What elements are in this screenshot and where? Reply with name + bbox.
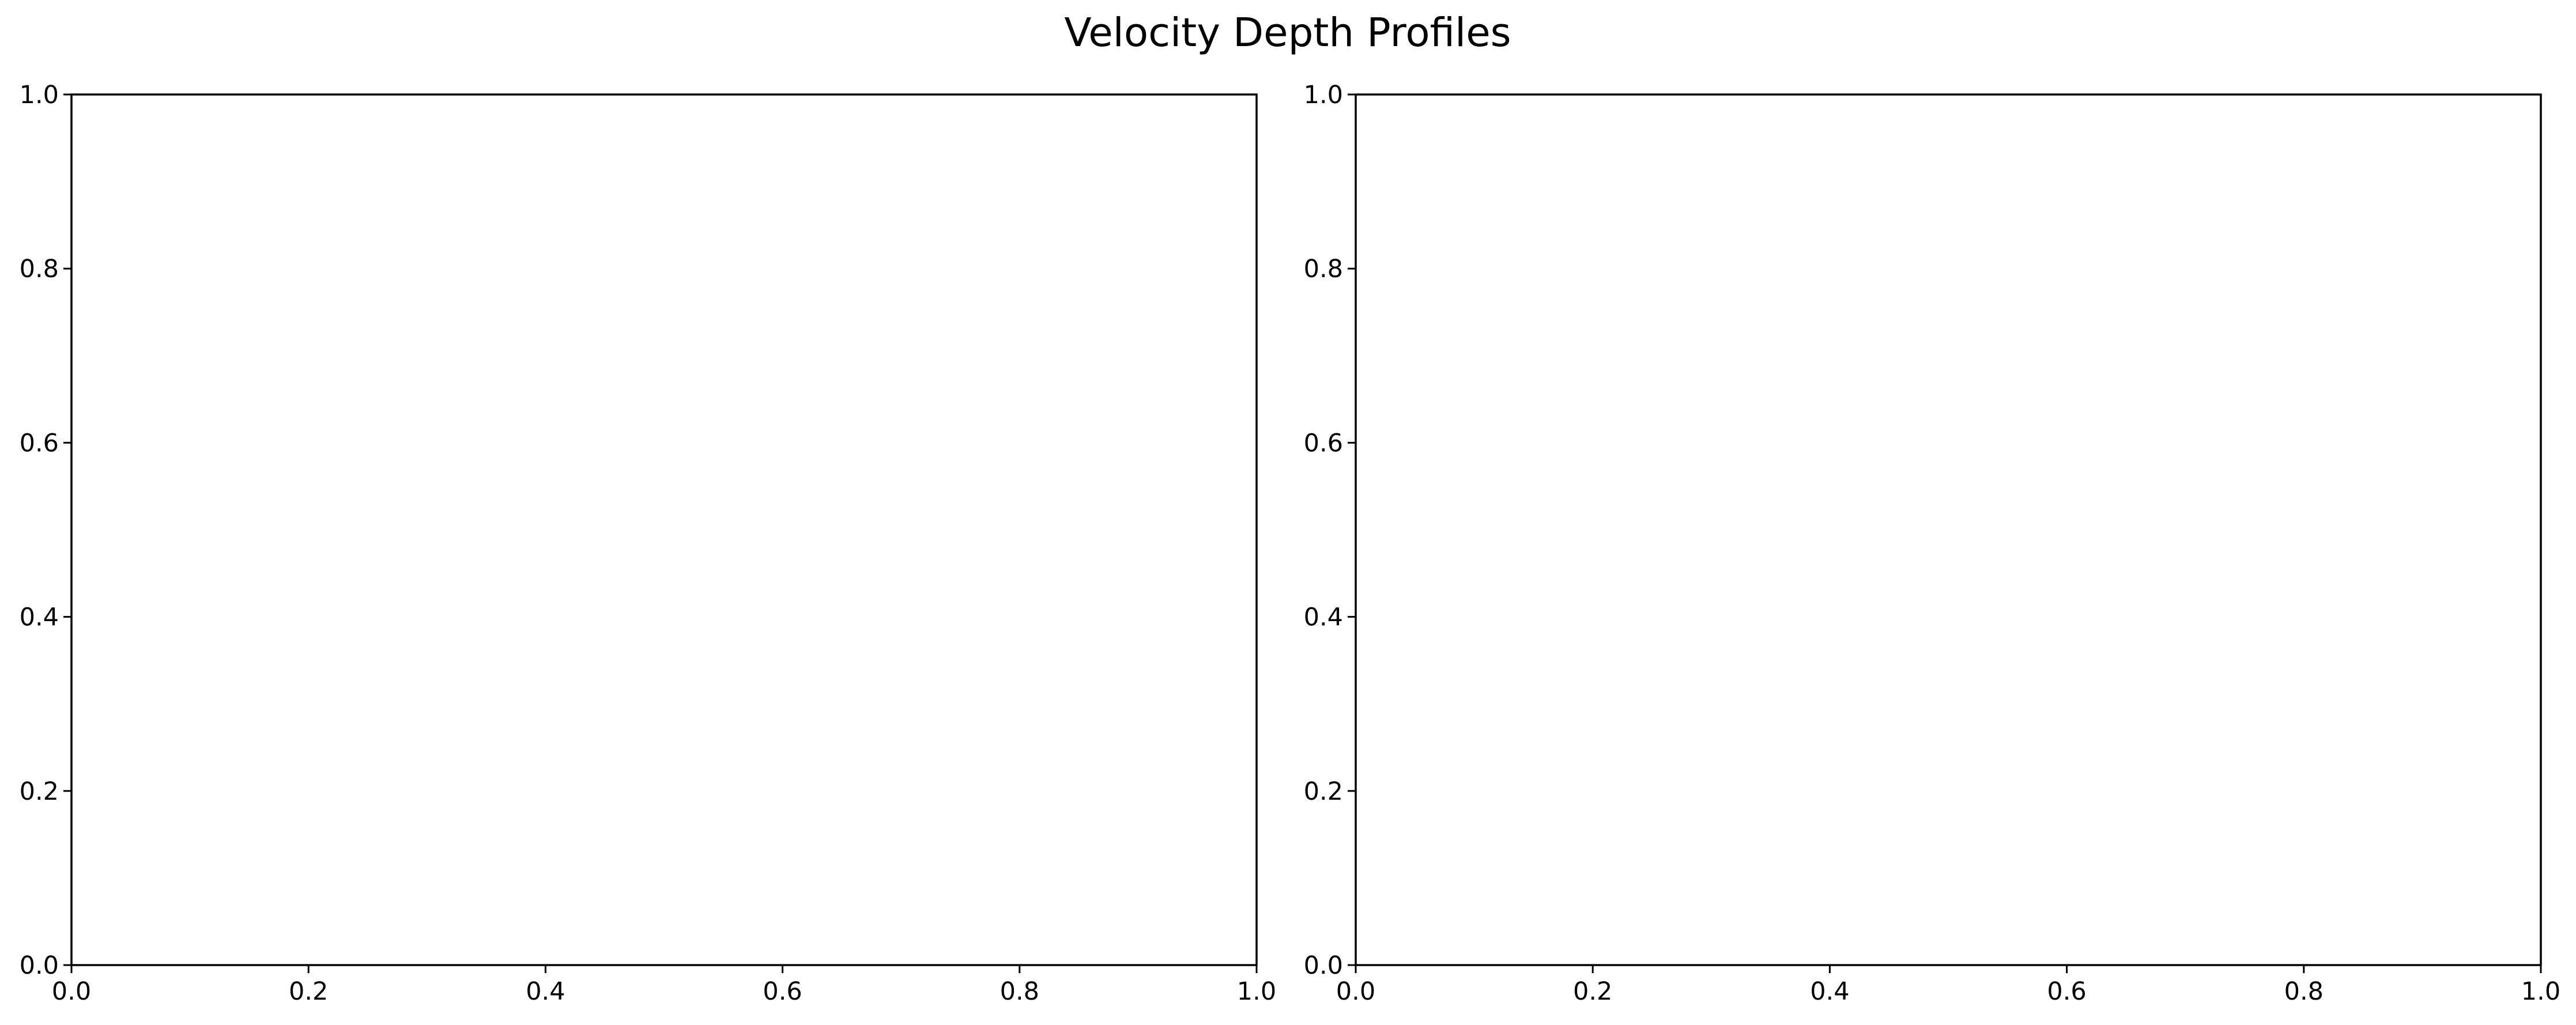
left-axes-frame bbox=[70, 93, 1258, 966]
right-y-tick-label: 0.4 bbox=[1304, 603, 1343, 632]
right-y-tick-label: 0.6 bbox=[1304, 429, 1343, 457]
left-y-tick-label: 0.0 bbox=[20, 951, 59, 980]
left-y-tick-label: 0.4 bbox=[20, 603, 59, 632]
left-x-tick-label: 1.0 bbox=[1237, 977, 1276, 1006]
left-x-tick-label: 0.4 bbox=[526, 977, 565, 1006]
left-x-tick-label: 0.2 bbox=[289, 977, 328, 1006]
right-y-tick-label: 0.0 bbox=[1304, 951, 1343, 980]
left-x-tick-label: 0.0 bbox=[52, 977, 91, 1006]
left-y-tick-label: 0.8 bbox=[20, 255, 59, 283]
right-y-tick-label: 0.8 bbox=[1304, 255, 1343, 283]
left-x-tick-label: 0.8 bbox=[1000, 977, 1039, 1006]
right-axes-frame bbox=[1355, 93, 2542, 966]
right-x-tick-label: 0.0 bbox=[1336, 977, 1375, 1006]
right-x-tick-label: 1.0 bbox=[2521, 977, 2560, 1006]
right-x-tick-label: 0.6 bbox=[2047, 977, 2086, 1006]
left-y-tick-label: 1.0 bbox=[20, 81, 59, 109]
left-axes-ticks: 0.0 0.2 0.4 0.6 0.8 1.0 0.0 0.2 0.4 0.6 0.8 1.0 bbox=[20, 81, 1277, 1006]
left-axes: 0.0 0.2 0.4 0.6 0.8 1.0 0.0 0.2 0.4 0.6 0.8 1.0 bbox=[20, 81, 1277, 1006]
right-x-tick-label: 0.8 bbox=[2284, 977, 2324, 1006]
figure-title: Velocity Depth Profiles bbox=[1064, 10, 1511, 56]
right-y-tick-label: 1.0 bbox=[1304, 81, 1343, 109]
right-y-tick-label: 0.2 bbox=[1304, 777, 1343, 806]
right-axes-ticks: 0.0 0.2 0.4 0.6 0.8 1.0 0.0 0.2 0.4 0.6 0.8 1.0 bbox=[1304, 81, 2561, 1006]
right-x-tick-label: 0.2 bbox=[1573, 977, 1612, 1006]
right-axes: 0.0 0.2 0.4 0.6 0.8 1.0 0.0 0.2 0.4 0.6 0.8 1.0 bbox=[1304, 81, 2561, 1006]
right-x-tick-label: 0.4 bbox=[1810, 977, 1849, 1006]
left-y-tick-label: 0.2 bbox=[20, 777, 59, 806]
left-x-tick-label: 0.6 bbox=[763, 977, 802, 1006]
left-y-tick-label: 0.6 bbox=[20, 429, 59, 457]
